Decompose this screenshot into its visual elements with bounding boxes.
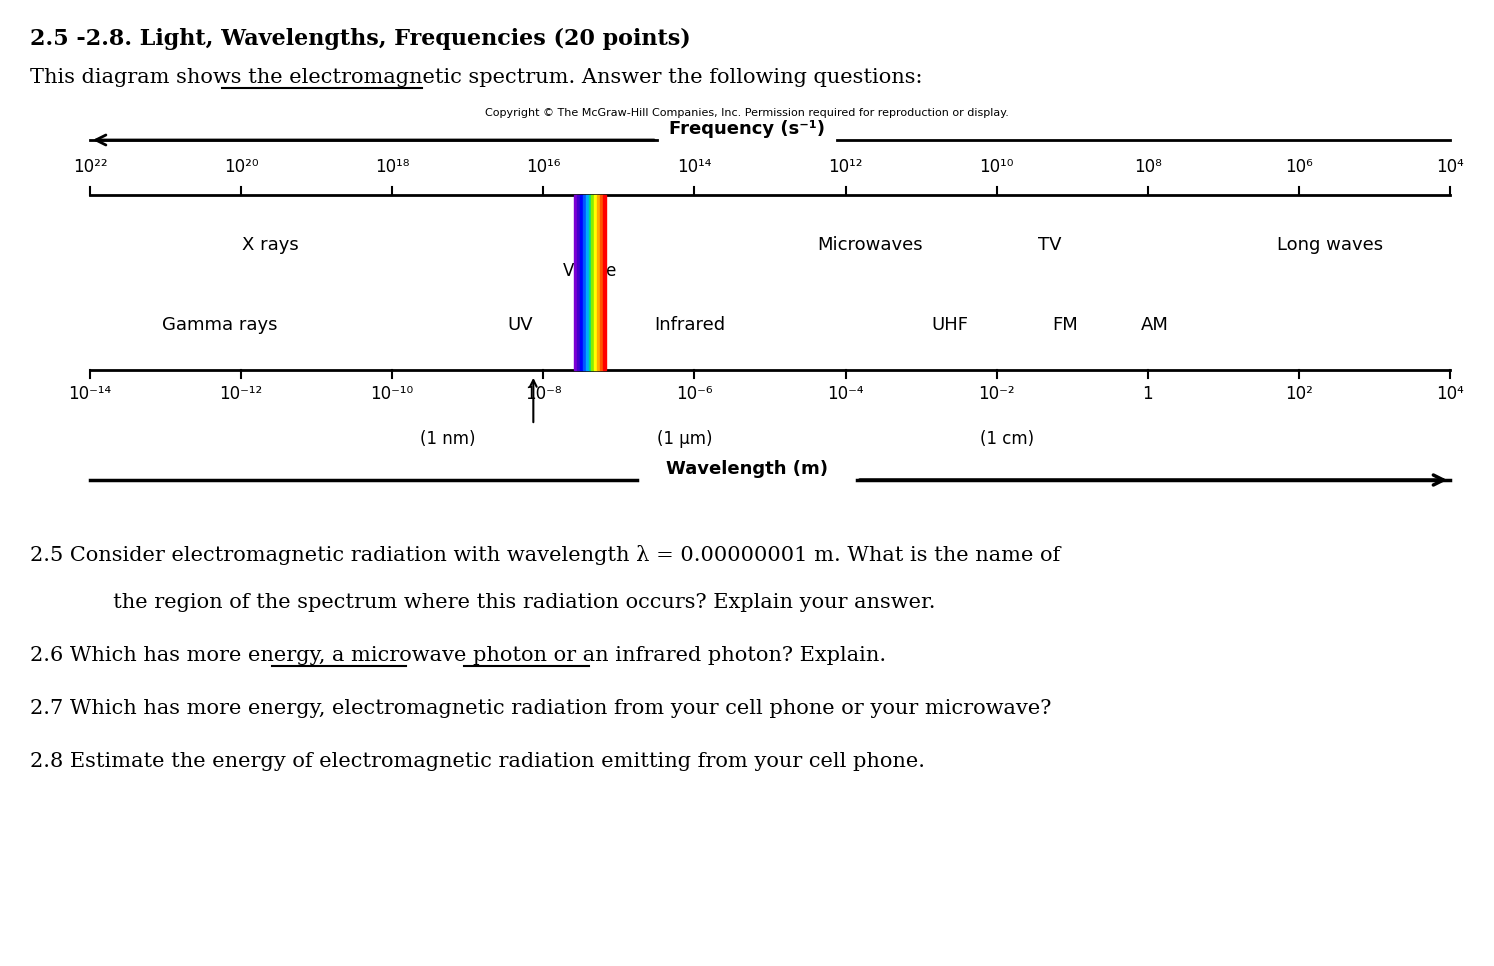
Text: AM: AM xyxy=(1141,316,1168,334)
Text: UV: UV xyxy=(506,316,533,334)
Bar xyxy=(589,195,592,370)
Text: Long waves: Long waves xyxy=(1277,236,1383,254)
Text: Copyright © The McGraw-Hill Companies, Inc. Permission required for reproduction: Copyright © The McGraw-Hill Companies, I… xyxy=(486,108,1008,118)
Text: 10⁻¹⁴: 10⁻¹⁴ xyxy=(69,385,112,403)
Text: 10⁴: 10⁴ xyxy=(1436,158,1464,176)
Bar xyxy=(574,195,577,370)
Text: 2.5 -2.8. Light, Wavelengths, Frequencies (20 points): 2.5 -2.8. Light, Wavelengths, Frequencie… xyxy=(30,28,690,50)
Text: 10⁻¹²: 10⁻¹² xyxy=(220,385,263,403)
Text: 1: 1 xyxy=(1143,385,1153,403)
Text: Wavelength (m): Wavelength (m) xyxy=(666,460,828,478)
Text: (1 nm): (1 nm) xyxy=(420,430,475,448)
Text: TV: TV xyxy=(1038,236,1062,254)
Text: 10⁴: 10⁴ xyxy=(1436,385,1464,403)
Text: 10⁻⁶: 10⁻⁶ xyxy=(677,385,713,403)
Text: 10²⁰: 10²⁰ xyxy=(224,158,258,176)
Text: (1 cm): (1 cm) xyxy=(980,430,1034,448)
Text: Gamma rays: Gamma rays xyxy=(163,316,278,334)
Text: 10¹⁶: 10¹⁶ xyxy=(526,158,560,176)
Bar xyxy=(598,195,601,370)
Bar xyxy=(586,195,589,370)
Text: 10⁻²: 10⁻² xyxy=(979,385,1014,403)
Bar xyxy=(604,195,607,370)
Bar xyxy=(592,195,595,370)
Text: Infrared: Infrared xyxy=(654,316,726,334)
Text: X rays: X rays xyxy=(242,236,299,254)
Text: 10⁻¹⁰: 10⁻¹⁰ xyxy=(371,385,414,403)
Text: 2.6 Which has more energy, a microwave photon or an infrared photon? Explain.: 2.6 Which has more energy, a microwave p… xyxy=(30,646,886,665)
Text: 10¹⁸: 10¹⁸ xyxy=(375,158,409,176)
Bar xyxy=(577,195,580,370)
Text: 10¹²: 10¹² xyxy=(828,158,864,176)
Text: 10¹⁰: 10¹⁰ xyxy=(980,158,1014,176)
Text: the region of the spectrum where this radiation occurs? Explain your answer.: the region of the spectrum where this ra… xyxy=(81,593,935,612)
Text: 10²²: 10²² xyxy=(73,158,108,176)
Text: Frequency (s⁻¹): Frequency (s⁻¹) xyxy=(669,120,825,138)
Text: Microwaves: Microwaves xyxy=(817,236,923,254)
Text: 10⁸: 10⁸ xyxy=(1134,158,1162,176)
Text: 10¹⁴: 10¹⁴ xyxy=(677,158,711,176)
Text: 10⁶: 10⁶ xyxy=(1285,158,1313,176)
Text: This diagram shows the electromagnetic spectrum. Answer the following questions:: This diagram shows the electromagnetic s… xyxy=(30,68,922,87)
Text: 10²: 10² xyxy=(1285,385,1313,403)
Text: 2.7 Which has more energy, electromagnetic radiation from your cell phone or you: 2.7 Which has more energy, electromagnet… xyxy=(30,699,1052,718)
Text: 2.5 Consider electromagnetic radiation with wavelength λ = 0.00000001 m. What is: 2.5 Consider electromagnetic radiation w… xyxy=(30,545,1061,565)
Text: 2.8 Estimate the energy of electromagnetic radiation emitting from your cell pho: 2.8 Estimate the energy of electromagnet… xyxy=(30,752,925,771)
Text: Visible: Visible xyxy=(563,262,617,280)
Text: UHF: UHF xyxy=(931,316,968,334)
Bar xyxy=(595,195,598,370)
Text: 10⁻⁴: 10⁻⁴ xyxy=(828,385,864,403)
Bar xyxy=(583,195,586,370)
Text: FM: FM xyxy=(1052,316,1077,334)
Bar xyxy=(580,195,583,370)
Bar xyxy=(601,195,604,370)
Text: (1 μm): (1 μm) xyxy=(657,430,713,448)
Text: 10⁻⁸: 10⁻⁸ xyxy=(524,385,562,403)
